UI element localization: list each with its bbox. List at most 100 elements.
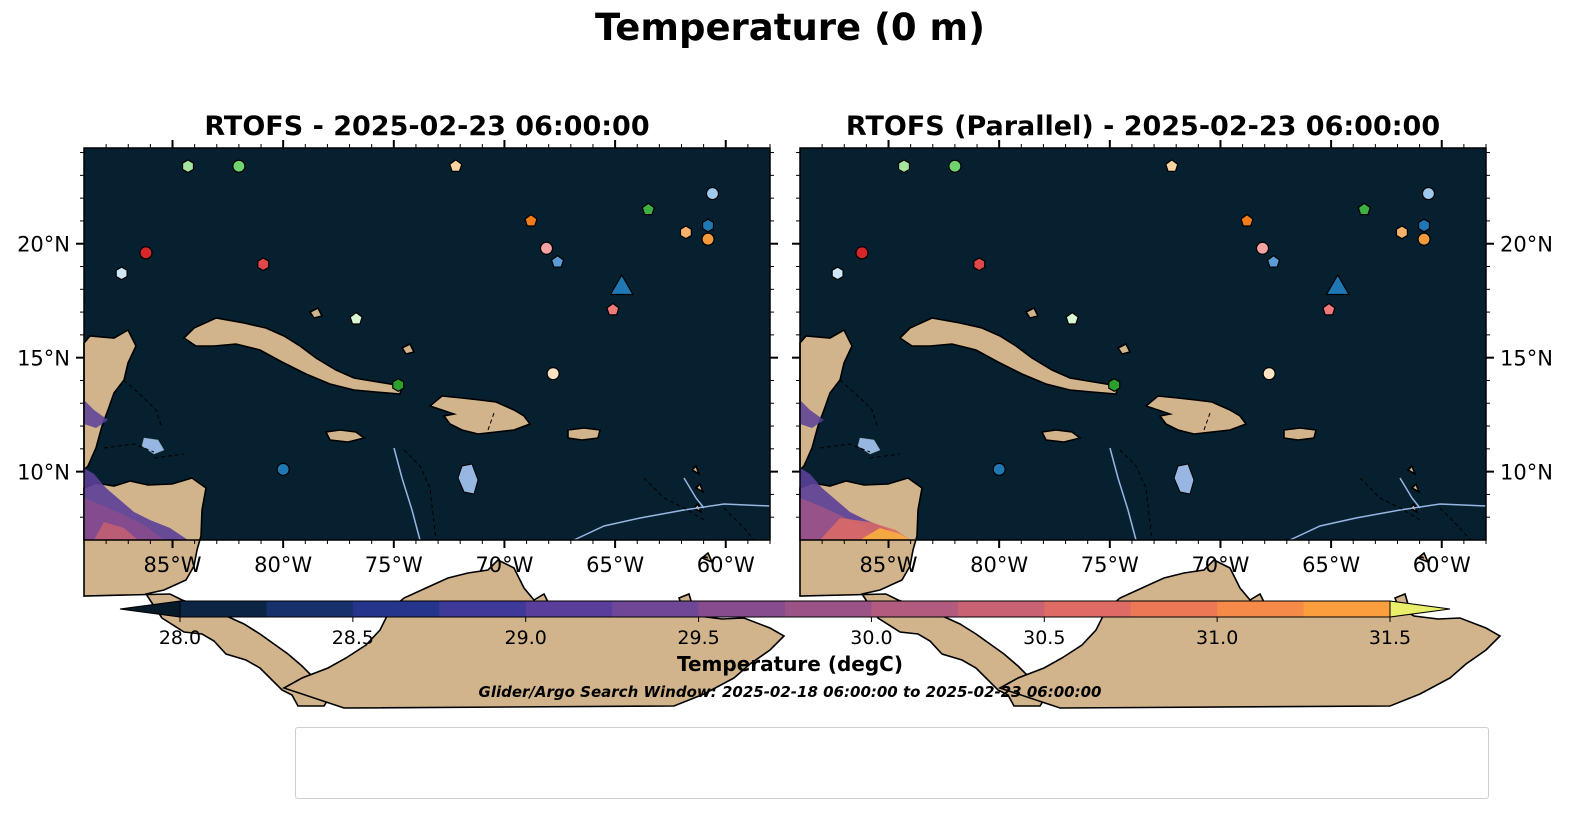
lake-maracaibo [457,463,479,495]
argo-float-4903350 [392,378,405,393]
panel-title-rtofs-parallel: RTOFS (Parallel) - 2025-02-23 06:00:00 [845,111,1441,142]
argo-float-6903111 [606,302,620,316]
argo-float-4903562 [139,246,153,260]
argo-float-4903563 [257,257,270,272]
colorbar-segment [612,601,700,617]
colorbar-tick-label: 28.0 [159,627,201,649]
colorbar-tick-label: 30.0 [850,627,892,649]
map-frame [83,147,771,541]
colorbar-over-extension [1389,600,1451,618]
lat-tick-label: 10°N [17,461,70,485]
argo-float-4903348 [1165,159,1179,172]
glider-uvi_02-20250211T1347 [609,273,635,296]
colorbar-segment [957,601,1045,617]
argo-float-4902534 [1266,254,1281,268]
colorbar-segment [871,601,959,617]
legend [295,727,1489,799]
figure-title: Temperature (0 m) [594,6,986,49]
argo-float-4903558 [349,311,363,325]
colorbar-label: Temperature (degC) [677,652,903,676]
colorbar-segment [525,601,613,617]
argo-float-1902521 [276,462,290,476]
argo-float-4903554 [181,159,195,174]
lon-tick-label: 70°W [1191,553,1249,577]
lat-tick-label: 20°N [17,233,70,257]
argo-float-4903333 [701,232,715,246]
lon-tick-label: 80°W [970,553,1028,577]
argo-float-6903111 [1322,302,1336,316]
argo-float-4903345 [1395,225,1408,240]
colorbar-tick-label: 29.5 [677,627,719,649]
argo-float-4903562 [855,246,869,260]
land-masses [83,147,785,709]
country-borders [819,379,1471,541]
map-frame [799,147,1487,541]
colorbar-frame [179,600,1391,618]
lat-tick-label: 15°N [1500,347,1553,371]
lon-tick-label: 80°W [254,553,312,577]
argo-float-3901686 [701,218,715,233]
map-panel-left [83,147,785,709]
argo-float-4903250 [831,266,844,281]
search-window-note: Glider/Argo Search Window: 2025-02-18 06… [478,683,1102,701]
argo-float-4903333 [1417,232,1431,246]
argo-float-4903250 [115,266,128,281]
rivers [393,447,771,541]
argo-float-4903352 [641,202,655,216]
country-borders [103,379,755,541]
colorbar-segment [1044,601,1132,617]
colorbar-segment [180,601,267,617]
lon-tick-label: 75°W [365,553,423,577]
lake-nicaragua [857,437,881,455]
lon-tick-label: 65°W [586,553,644,577]
argo-float-4903244 [1421,186,1436,201]
lat-tick-label: 10°N [1500,461,1553,485]
argo-float-3901686 [1417,218,1431,233]
warm-water-pacific [84,400,188,540]
lat-tick-label: 15°N [17,347,70,371]
colorbar-segment [1130,601,1218,617]
lon-tick-label: 85°W [860,553,918,577]
colorbar-segment [1303,601,1391,617]
land-masses [799,147,1501,709]
colorbar-tick-label: 29.0 [505,627,547,649]
panel-title-rtofs: RTOFS - 2025-02-23 06:00:00 [204,111,650,142]
colorbar-tick-label: 28.5 [332,627,374,649]
argo-float-4903352 [1357,202,1371,216]
ocean-area [84,148,770,540]
lon-tick-label: 85°W [144,553,202,577]
lake-nicaragua [141,437,165,455]
lon-tick-label: 65°W [1302,553,1360,577]
colorbar-under-extension [119,600,181,618]
ocean-area [800,148,1486,540]
lon-tick-label: 75°W [1081,553,1139,577]
argo-float-4903345 [679,225,692,240]
warm-water-pacific [800,400,910,540]
colorbar-segment [266,601,354,617]
colorbar-segment [1217,601,1305,617]
argo-float-4903349 [546,367,560,381]
colorbar: 28.0 28.5 29.0 29.5 30.0 30.5 31.0 31.5 [119,600,1451,649]
argo-float-4903554 [897,159,911,174]
argo-float-4903349 [1262,367,1276,381]
colorbar-segment [352,601,440,617]
glider-uvi_02-20250211T1347 [1325,273,1351,296]
lon-tick-label: 70°W [475,553,533,577]
argo-float-4903354 [232,159,246,173]
lon-tick-label: 60°W [697,553,755,577]
argo-float-4903563 [973,257,986,272]
colorbar-segment [698,601,786,617]
colorbar-tick-label: 30.5 [1023,627,1065,649]
map-panel-right [799,147,1501,709]
lake-maracaibo [1173,463,1195,495]
rivers [1109,447,1487,541]
argo-float-4903276 [524,213,538,227]
argo-float-4903354 [948,159,962,173]
argo-float-4902534 [550,254,565,268]
colorbar-segment [785,601,872,617]
colorbar-tick-label: 31.0 [1196,627,1238,649]
float-markers [115,159,1436,476]
colorbar-segment [439,601,527,617]
argo-float-4903276 [1240,213,1254,227]
map-axes: 85°W 80°W 75°W 70°W 65°W 60°W 20°N 15°N 10°N 85°W… [17,140,1553,577]
